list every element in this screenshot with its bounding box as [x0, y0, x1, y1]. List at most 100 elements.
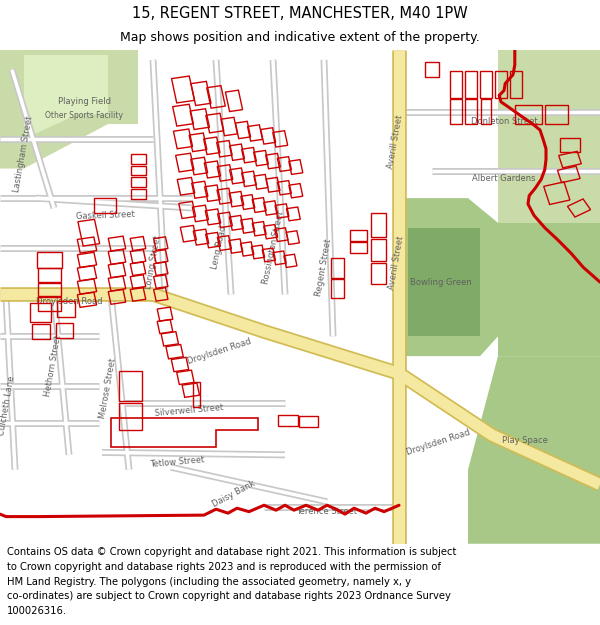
Bar	[30, 303, 52, 322]
Bar	[331, 258, 344, 278]
Bar	[261, 127, 275, 144]
Bar	[193, 229, 209, 245]
Bar	[206, 113, 224, 133]
Bar	[131, 154, 146, 164]
Bar	[130, 288, 146, 301]
Text: Loring Street: Loring Street	[144, 235, 162, 290]
Bar	[242, 148, 256, 163]
Bar	[130, 262, 146, 276]
Bar	[481, 99, 491, 124]
Bar	[190, 109, 209, 129]
Bar	[221, 118, 238, 136]
Text: Other Sports Facility: Other Sports Facility	[45, 111, 123, 119]
Bar	[425, 62, 439, 77]
Bar	[263, 224, 278, 239]
Bar	[154, 288, 168, 301]
Bar	[108, 276, 126, 291]
Bar	[173, 104, 193, 126]
Bar	[286, 231, 299, 244]
Bar	[275, 204, 289, 218]
Bar	[181, 226, 196, 242]
Bar	[189, 133, 207, 152]
Bar	[166, 344, 183, 359]
Bar	[203, 137, 220, 154]
Bar	[273, 131, 287, 147]
Bar	[266, 153, 280, 169]
Bar	[161, 332, 178, 346]
Polygon shape	[498, 222, 600, 356]
Bar	[277, 181, 292, 195]
Bar	[273, 251, 286, 265]
Bar	[176, 153, 194, 172]
Bar	[241, 195, 255, 209]
Bar	[371, 213, 386, 237]
Bar	[119, 371, 142, 401]
Bar	[371, 239, 386, 261]
Bar	[515, 105, 542, 124]
Text: Map shows position and indicative extent of the property.: Map shows position and indicative extent…	[120, 31, 480, 44]
Bar	[108, 289, 126, 304]
Bar	[193, 382, 200, 407]
Bar	[205, 185, 220, 201]
Bar	[284, 254, 297, 268]
Bar	[154, 237, 168, 250]
Text: Play Space: Play Space	[502, 436, 548, 444]
Bar	[252, 198, 266, 212]
Bar	[191, 158, 208, 175]
Bar	[229, 239, 243, 253]
Bar	[331, 279, 344, 298]
Bar	[252, 222, 266, 236]
Bar	[557, 166, 580, 182]
Bar	[177, 177, 195, 195]
Bar	[131, 177, 146, 187]
Bar	[177, 370, 194, 384]
Bar	[254, 174, 268, 189]
Text: Droylsden Road: Droylsden Road	[186, 337, 252, 366]
Bar	[38, 282, 61, 296]
Bar	[154, 250, 168, 263]
Bar	[568, 199, 590, 217]
Bar	[77, 266, 97, 281]
Polygon shape	[402, 198, 498, 356]
Bar	[131, 189, 146, 199]
Bar	[450, 71, 462, 98]
Bar	[229, 216, 244, 230]
Bar	[94, 198, 116, 213]
Text: 15, REGENT STREET, MANCHESTER, M40 1PW: 15, REGENT STREET, MANCHESTER, M40 1PW	[132, 6, 468, 21]
Text: to Crown copyright and database rights 2023 and is reproduced with the permissio: to Crown copyright and database rights 2…	[7, 562, 441, 572]
Bar	[217, 236, 232, 251]
Bar	[77, 253, 97, 268]
Bar	[217, 165, 233, 181]
Bar	[229, 191, 244, 207]
Bar	[495, 71, 507, 98]
Bar	[350, 230, 367, 241]
Text: 100026316.: 100026316.	[7, 606, 67, 616]
Bar	[289, 184, 303, 198]
Text: HM Land Registry. The polygons (including the associated geometry, namely x, y: HM Land Registry. The polygons (includin…	[7, 576, 411, 586]
Bar	[204, 161, 221, 178]
Bar	[286, 207, 301, 221]
Bar	[275, 228, 288, 241]
Bar	[38, 298, 61, 311]
Bar	[465, 71, 477, 98]
Text: Silverwell Street: Silverwell Street	[154, 403, 224, 418]
Bar	[56, 323, 73, 338]
Polygon shape	[498, 50, 600, 356]
Bar	[205, 209, 221, 225]
Bar	[241, 242, 254, 256]
Bar	[108, 249, 126, 264]
Text: Regent Street: Regent Street	[314, 238, 334, 297]
Bar	[37, 252, 62, 268]
Bar	[38, 268, 61, 282]
Text: Leng Road: Leng Road	[210, 225, 228, 270]
Polygon shape	[468, 356, 600, 544]
Bar	[130, 275, 146, 288]
Bar	[465, 99, 477, 124]
Text: Averill Street: Averill Street	[386, 114, 404, 169]
Text: Droylsden Road: Droylsden Road	[36, 298, 102, 306]
Bar	[179, 201, 196, 219]
Bar	[108, 236, 126, 251]
Bar	[350, 242, 367, 253]
Bar	[289, 159, 303, 174]
Bar	[226, 90, 242, 111]
